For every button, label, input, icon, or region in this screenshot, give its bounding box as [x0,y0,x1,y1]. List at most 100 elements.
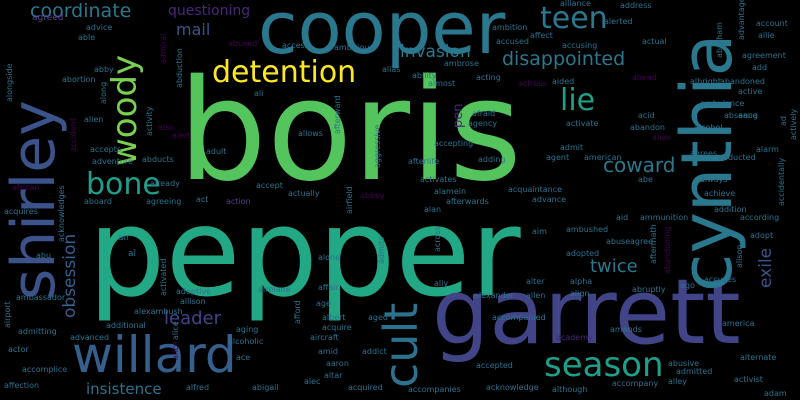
word-allen: allen [526,291,546,300]
word-agreeing: agreeing [146,197,182,206]
word-also: also [158,123,175,132]
word-adoptive: adoptive [176,287,211,296]
word-coordinate: coordinate [30,0,132,22]
word-ally: ally [434,279,449,288]
word-albright: albright [690,77,721,86]
word-agent: agent [546,153,570,162]
word-abandon: abandon [630,123,665,132]
word-alternate: alternate [740,353,777,362]
word-airplane: airplane [258,285,291,294]
word-academy: academy [556,333,593,342]
word-ace: ace [236,353,251,362]
word-alfred: alfred [186,383,210,392]
word-adopted: adopted [566,249,600,258]
word-aang: aang [738,111,758,120]
word-access: access [282,41,309,50]
word-amid: amid [318,347,338,356]
word-agrees: agrees [690,149,718,158]
word-accepted: accepted [476,361,513,370]
word-accused: accused [496,37,529,46]
word-across: across [433,226,442,252]
word-airport: airport [3,301,12,328]
word-alcoholic: alcoholic [228,337,264,346]
word-alien: alien [84,115,104,124]
word-america: america [722,319,755,328]
word-actor: actor [8,345,29,354]
word-add: add [752,63,768,72]
word-allie: allie [758,31,775,40]
word-teen: teen [540,1,608,36]
word-abe: abe [638,175,653,184]
word-acid: acid [638,111,655,120]
word-aided: aided [552,77,575,86]
word-alert: alert [172,131,191,140]
word-allow: alice [171,341,180,360]
word-abandoned: abandoned [720,77,765,86]
word-cynthia: cynthia [666,33,748,292]
word-activated: activated [159,258,168,296]
word-abuse: abuse [606,237,631,246]
word-aid: aid [616,213,629,222]
word-leader: leader [164,308,222,329]
word-accept: accept [256,181,283,190]
word-ad: ad [779,116,788,126]
word-advanced: advanced [70,333,110,342]
word-acquired: acquired [348,383,383,392]
word-cooper: cooper [258,0,506,70]
word-aircraft: aircraft [310,333,339,342]
word-able: able [78,33,96,42]
word-addition: addition [714,205,747,214]
word-garrett: garrett [432,260,741,365]
word-airfield: airfield [345,186,354,214]
word-amends: amends [610,325,642,334]
word-adam: adam [764,389,787,398]
word-alexander: alexander [474,291,514,300]
word-acknowledge: acknowledge [486,383,539,392]
word-adding: adding [478,155,506,164]
word-coward: coward [603,153,676,177]
word-abu: abu [36,251,52,260]
word-abigail: abigail [252,383,279,392]
word-accidentally: accidentally [777,157,786,206]
word-air: air [118,233,130,243]
word-affection: affection [4,381,40,390]
word-acquires: acquires [4,207,38,216]
word-according: according [740,213,780,222]
word-alan: alan [424,205,442,214]
word-acting: acting [476,73,501,82]
word-alcohol: alcohol [694,123,723,132]
word-afterwards: afterwards [446,197,489,206]
word-admit: admit [560,143,584,152]
word-additional: additional [106,321,146,330]
word-insistence: insistence [86,380,162,398]
word-ambushed: ambushed [566,225,609,234]
word-alerted: alerted [604,17,633,26]
word-pen: pen [451,103,466,129]
word-ambulance: ambulance [700,99,745,108]
word-acknowledges: acknowledges [57,185,66,242]
word-accompany: accompany [612,379,659,388]
word-activates: activates [420,175,457,184]
word-accident: accident [69,117,78,152]
word-abbey: abbey [360,191,385,200]
word-abortion: abortion [62,75,96,84]
word-account: account [756,19,788,28]
word-allison: allison [180,297,206,306]
word-obsession: obsession [60,233,80,318]
word-albert: albert [322,313,346,322]
word-actress: actress [518,79,547,88]
word-ammunition: ammunition [640,213,689,222]
word-although: although [552,385,588,394]
word-admitting: admitting [18,327,57,336]
word-abducted: abducted [718,153,756,162]
word-actually: actually [288,189,320,198]
word-alison: alison [735,244,744,268]
word-accompanied: accompanied [492,313,546,322]
word-alias: alias [382,65,401,74]
word-abruptly: abruptly [632,285,666,294]
word-alexambush: alexambush [134,307,183,316]
word-acquaintance: acquaintance [508,185,563,194]
word-admitted: admitted [676,367,713,376]
word-alamein: alamein [434,187,467,196]
